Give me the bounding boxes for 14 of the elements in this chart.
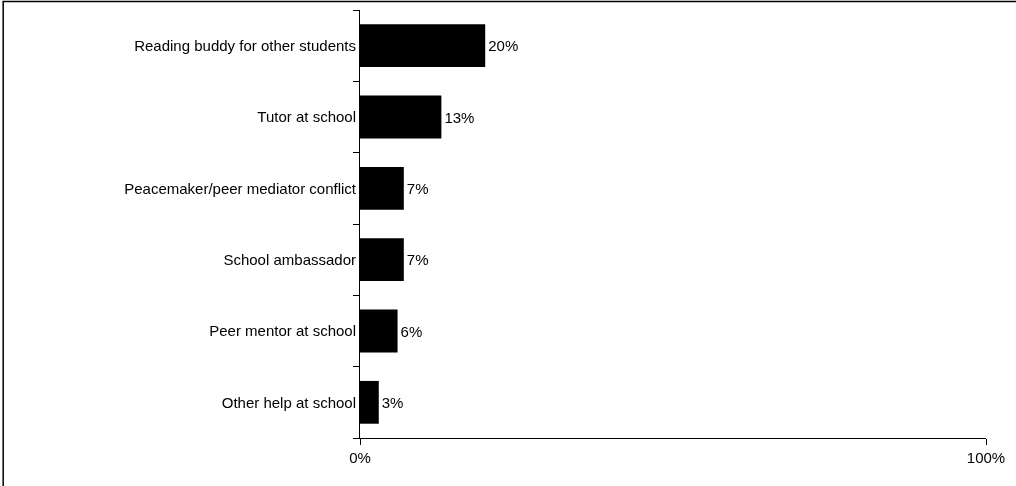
y-tick-label: Peer mentor at school xyxy=(209,322,356,340)
y-tick-label: Peacemaker/peer mediator conflict xyxy=(124,179,357,197)
data-label: 20% xyxy=(488,37,519,55)
y-tick-label: Other help at school xyxy=(221,393,356,411)
x-tick-label: 100% xyxy=(966,449,1006,466)
y-tick-label: Tutor at school xyxy=(257,108,356,126)
y-tick-label: Reading buddy for other students xyxy=(134,36,356,54)
data-label: 13% xyxy=(444,108,475,126)
y-tick-label: School ambassador xyxy=(223,250,356,268)
x-tick-label: 0% xyxy=(349,449,371,466)
data-label: 7% xyxy=(406,179,429,197)
data-label: 6% xyxy=(400,322,423,340)
data-label: 3% xyxy=(381,393,404,411)
data-label: 7% xyxy=(406,251,429,269)
